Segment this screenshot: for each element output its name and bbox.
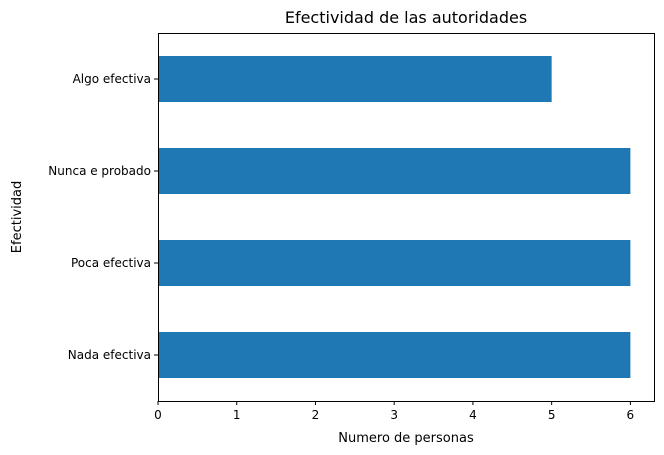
- bar-poca-efectiva: [158, 240, 631, 286]
- plot-frame: [158, 33, 655, 402]
- x-tick-label: 4: [469, 408, 477, 422]
- x-axis-label: Numero de personas: [338, 431, 474, 446]
- bar-nada-efectiva: [158, 332, 631, 378]
- x-tick-label: 2: [312, 408, 320, 422]
- y-ticks-layer: Nada efectiva Poca efectiva Nunca e probad…: [48, 72, 158, 362]
- x-tick-label: 6: [627, 408, 635, 422]
- x-tick-label: 3: [390, 408, 398, 422]
- chart-title: Efectividad de las autoridades: [285, 8, 527, 27]
- y-axis-label: Efectividad: [10, 181, 25, 253]
- bar-algo-efectiva: [158, 56, 552, 102]
- x-ticks-layer: 0 1 2 3 4 5 6: [154, 401, 634, 422]
- bar-nunca-e-probado: [158, 148, 631, 194]
- bars-layer: [158, 56, 631, 378]
- y-tick-label: Nada efectiva: [68, 348, 151, 362]
- y-tick-label: Nunca e probado: [48, 164, 151, 178]
- y-tick-label: Poca efectiva: [71, 256, 151, 270]
- x-tick-label: 1: [233, 408, 241, 422]
- x-tick-label: 0: [154, 408, 162, 422]
- y-tick-label: Algo efectiva: [73, 72, 151, 86]
- x-tick-label: 5: [548, 408, 556, 422]
